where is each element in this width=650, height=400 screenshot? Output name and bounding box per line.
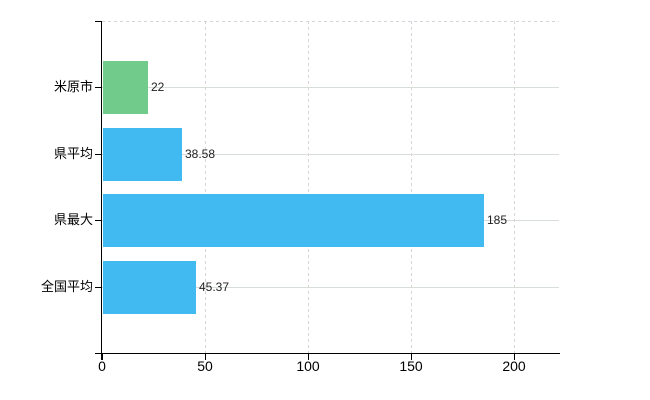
y-axis-tick bbox=[95, 21, 102, 22]
y-axis-line bbox=[101, 21, 102, 360]
bar-value-label: 38.58 bbox=[185, 147, 216, 161]
bar-value-label: 185 bbox=[487, 213, 508, 227]
v-gridline bbox=[411, 21, 412, 353]
y-axis-tick bbox=[95, 87, 102, 88]
x-axis-line bbox=[95, 353, 560, 354]
x-axis-tick bbox=[308, 353, 309, 360]
x-axis-tick-label: 50 bbox=[197, 358, 213, 374]
bar-value-label: 45.37 bbox=[199, 280, 230, 294]
h-gridline bbox=[102, 154, 559, 155]
bar-value-label: 22 bbox=[151, 80, 165, 94]
v-gridline bbox=[308, 21, 309, 353]
y-axis-tick bbox=[95, 287, 102, 288]
category-label: 全国平均 bbox=[40, 279, 93, 294]
x-axis-tick-label: 150 bbox=[399, 358, 423, 374]
category-label: 県平均 bbox=[53, 146, 93, 161]
h-gridline bbox=[102, 287, 559, 288]
x-axis-tick-label: 0 bbox=[98, 358, 106, 374]
v-gridline bbox=[205, 21, 206, 353]
chart-bar-0 bbox=[103, 61, 148, 114]
chart-bar-1 bbox=[103, 128, 182, 181]
h-gridline bbox=[102, 87, 559, 88]
chart-bar-2 bbox=[103, 194, 484, 247]
category-label: 県最大 bbox=[53, 212, 93, 227]
y-axis-tick bbox=[95, 220, 102, 221]
x-axis-tick bbox=[514, 353, 515, 360]
v-gridline bbox=[514, 21, 515, 353]
x-axis-tick bbox=[411, 353, 412, 360]
y-axis-tick bbox=[95, 154, 102, 155]
plot-top-border bbox=[102, 21, 559, 22]
x-axis-tick-label: 100 bbox=[296, 358, 320, 374]
x-axis-tick-label: 200 bbox=[502, 358, 526, 374]
category-label: 米原市 bbox=[53, 79, 93, 94]
chart-bar-3 bbox=[103, 261, 196, 314]
x-axis-tick bbox=[102, 353, 103, 360]
x-axis-tick bbox=[205, 353, 206, 360]
